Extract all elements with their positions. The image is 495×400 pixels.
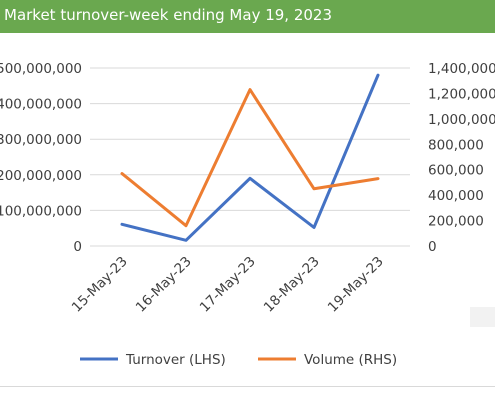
y-right-tick-label: 1,200,000: [428, 86, 495, 102]
volume-series-line: [120, 88, 380, 228]
y-right-tick-label: 200,000: [428, 214, 484, 230]
y-left-tick-label: 400,000,000: [0, 97, 82, 113]
legend-label-volume: Volume (RHS): [304, 352, 397, 368]
x-tick-label: 15-May-23: [69, 254, 131, 316]
y-right-tick-label: 800,000: [428, 137, 484, 153]
x-tick-label: 17-May-23: [197, 254, 259, 316]
y-right-tick-label: 600,000: [428, 163, 484, 179]
x-tick-label: 19-May-23: [325, 254, 387, 316]
y-left-tick-label: 200,000,000: [0, 168, 82, 184]
x-tick-label: 18-May-23: [261, 254, 323, 316]
y-right-tick-label: 1,400,000: [428, 61, 495, 77]
decorative-box: [470, 307, 495, 327]
y-left-tick-label: 100,000,000: [0, 203, 82, 219]
y-right-tick-label: 1,000,000: [428, 112, 495, 128]
bottom-divider: [0, 386, 495, 387]
x-tick-label: 16-May-23: [133, 254, 195, 316]
chart-title-bar: Market turnover-week ending May 19, 2023: [0, 0, 495, 33]
y-right-tick-label: 0: [428, 239, 437, 255]
y-left-tick-label: 0: [73, 239, 82, 255]
y-left-tick-label: 300,000,000: [0, 132, 82, 148]
turnover-series-line: [120, 73, 380, 242]
chart-title: Market turnover-week ending May 19, 2023: [4, 6, 333, 24]
legend-label-turnover: Turnover (LHS): [125, 352, 226, 368]
y-right-tick-label: 400,000: [428, 188, 484, 204]
y-left-tick-label: 500,000,000: [0, 61, 82, 77]
